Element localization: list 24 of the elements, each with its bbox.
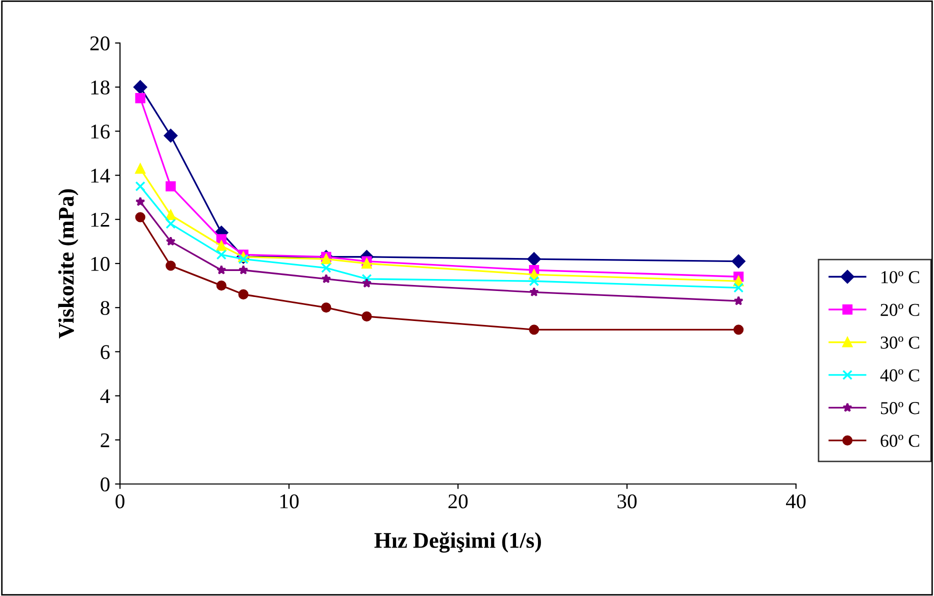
x-tick-label: 20 [448,494,468,508]
y-tick-label: 18 [91,80,110,95]
y-tick-label: 16 [91,124,110,139]
legend-label: 30º C [880,336,920,349]
y-axis-title: Viskozite (mPa) [58,189,78,338]
legend-label: 60º C [880,434,920,447]
x-tick-label: 40 [786,494,806,508]
y-tick-label: 8 [100,300,110,316]
legend-label: 40º C [880,369,920,382]
y-tick-label: 6 [100,345,110,360]
y-tick-label: 2 [100,433,110,448]
x-tick-label: 30 [618,494,637,508]
x-tick-label: 0 [116,494,124,508]
legend-label: 10º C [882,271,920,284]
y-tick-label: 4 [100,389,110,404]
y-tick-label: 14 [91,168,110,183]
y-tick-label: 0 [100,477,110,492]
y-tick-label: 12 [91,212,110,227]
y-tick-label: 20 [90,36,110,50]
x-axis-title: Hız Değişimi (1/s) [374,532,541,553]
legend-label: 20º C [880,304,920,316]
legend-label: 50º C [880,402,920,414]
y-tick-label: 10 [91,256,110,271]
x-tick-label: 10 [280,494,299,508]
